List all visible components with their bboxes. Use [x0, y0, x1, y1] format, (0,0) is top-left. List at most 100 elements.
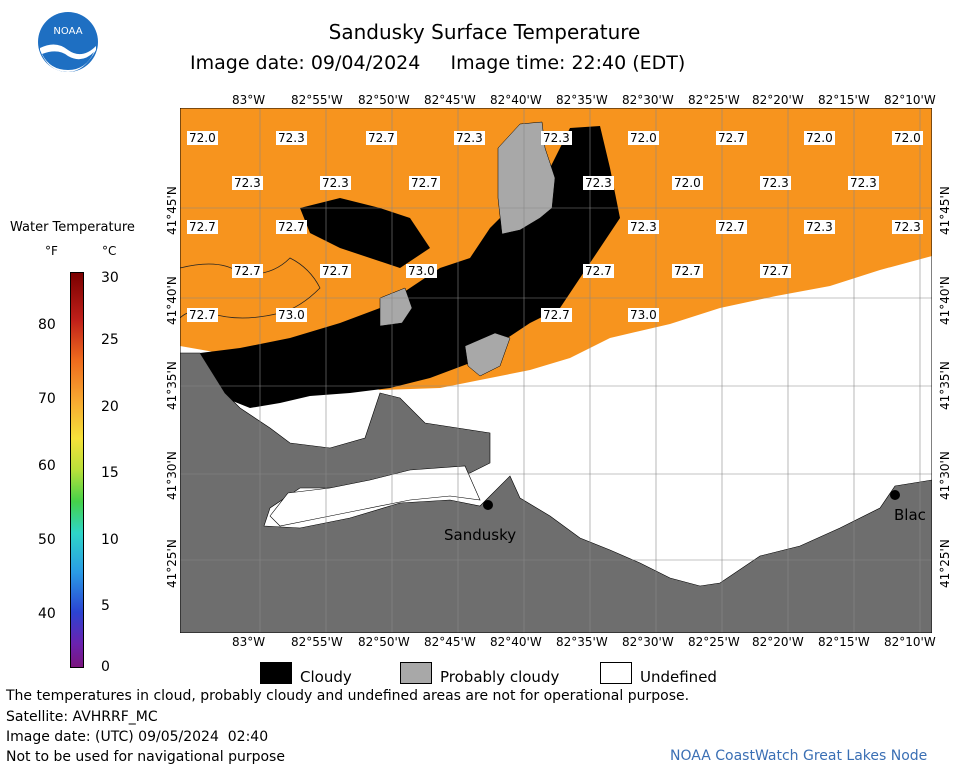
temperature-label: 72.3 [804, 220, 835, 234]
cloudy-swatch [260, 662, 292, 684]
probably-cloudy-area-3 [464, 332, 511, 377]
celsius-tick: 25 [101, 332, 119, 348]
undefined-swatch [600, 662, 632, 684]
cloud-area-north [300, 198, 430, 268]
longitude-label-top: 82°45'W [424, 93, 476, 107]
longitude-label-top: 82°20'W [752, 93, 804, 107]
place-sandusky: Sandusky [444, 526, 517, 544]
temperature-label: 72.3 [628, 220, 659, 234]
temperature-label: 72.7 [409, 176, 440, 190]
celsius-tick: 30 [101, 270, 119, 286]
celsius-tick: 15 [101, 465, 119, 481]
place-blac: Blac [894, 506, 926, 524]
page-title: Sandusky Surface Temperature [328, 20, 641, 44]
latitude-label-left: 41°30'N [165, 451, 179, 500]
longitude-label-top: 82°25'W [688, 93, 740, 107]
temperature-label: 72.0 [892, 131, 923, 145]
fahrenheit-tick: 70 [38, 391, 56, 407]
image-date-time: Image date: 09/04/2024 Image time: 22:40… [190, 52, 810, 74]
latitude-label-left: 41°25'N [165, 539, 179, 588]
longitude-label-bottom: 82°55'W [291, 635, 343, 649]
temperature-label: 72.0 [628, 131, 659, 145]
noaa-logo-text: NOAA [53, 26, 82, 37]
cloudy-label: Cloudy [300, 668, 352, 686]
longitude-label-top: 82°10'W [884, 93, 936, 107]
latitude-label-right: 41°30'N [938, 451, 952, 500]
temperature-label: 72.3 [760, 176, 791, 190]
latitude-label-right: 41°25'N [938, 539, 952, 588]
longitude-label-bottom: 82°15'W [818, 635, 870, 649]
credit: NOAA CoastWatch Great Lakes Node [670, 748, 928, 764]
temperature-label: 72.7 [672, 264, 703, 278]
temperature-label: 73.0 [406, 264, 437, 278]
celsius-tick: 10 [101, 532, 119, 548]
image-time: Image time: 22:40 (EDT) [450, 52, 686, 74]
temperature-label: 72.7 [276, 220, 307, 234]
longitude-label-top: 82°30'W [622, 93, 674, 107]
longitude-label-top: 82°55'W [291, 93, 343, 107]
longitude-label-bottom: 82°40'W [490, 635, 542, 649]
latitude-label-right: 41°35'N [938, 361, 952, 410]
temperature-label: 72.7 [541, 308, 572, 322]
longitude-label-top: 82°15'W [818, 93, 870, 107]
navigation-note: Not to be used for navigational purpose [6, 749, 285, 765]
temperature-label: 72.3 [232, 176, 263, 190]
temperature-label: 72.3 [848, 176, 879, 190]
blac-dot [890, 490, 900, 500]
temperature-label: 72.7 [760, 264, 791, 278]
temperature-label: 73.0 [276, 308, 307, 322]
temperature-label: 72.3 [892, 220, 923, 234]
utc-date: Image date: (UTC) 09/05/2024 02:40 [6, 729, 269, 745]
longitude-label-top: 82°50'W [358, 93, 410, 107]
latitude-label-left: 41°45'N [165, 186, 179, 235]
temperature-label: 72.7 [583, 264, 614, 278]
temperature-label: 72.7 [187, 308, 218, 322]
temperature-map [180, 108, 932, 633]
longitude-label-top: 82°40'W [490, 93, 542, 107]
temperature-label: 72.3 [541, 131, 572, 145]
temperature-label: 72.7 [232, 264, 263, 278]
longitude-label-bottom: 82°10'W [884, 635, 936, 649]
longitude-label-bottom: 82°45'W [424, 635, 476, 649]
graticule [180, 108, 932, 633]
temperature-label: 72.0 [804, 131, 835, 145]
celsius-tick: 5 [101, 598, 110, 614]
temperature-label: 72.7 [320, 264, 351, 278]
probably-cloudy-label: Probably cloudy [440, 668, 560, 686]
temperature-label: 72.3 [454, 131, 485, 145]
temperature-label: 72.7 [716, 220, 747, 234]
longitude-label-top: 83°W [232, 93, 266, 107]
temperature-label: 72.3 [320, 176, 351, 190]
longitude-label-bottom: 82°20'W [752, 635, 804, 649]
land-area [180, 352, 932, 633]
temperature-label: 72.7 [716, 131, 747, 145]
image-date: Image date: 09/04/2024 [190, 52, 421, 74]
latitude-label-right: 41°40'N [938, 276, 952, 325]
undefined-label: Undefined [640, 668, 717, 686]
cloud-area [200, 126, 620, 408]
satellite: Satellite: AVHRRF_MC [6, 709, 158, 725]
longitude-label-bottom: 83°W [232, 635, 266, 649]
disclaimer: The temperatures in cloud, probably clou… [6, 688, 690, 704]
latitude-label-left: 41°40'N [165, 276, 179, 325]
map-key: Cloudy Probably cloudy Undefined [260, 662, 730, 688]
probably-cloudy-area-2 [379, 287, 413, 327]
fahrenheit-tick: 80 [38, 317, 56, 333]
latitude-label-left: 41°35'N [165, 361, 179, 410]
noaa-logo: NOAA [38, 12, 98, 72]
longitude-label-bottom: 82°50'W [358, 635, 410, 649]
temperature-label: 72.0 [187, 131, 218, 145]
temperature-label: 72.7 [366, 131, 397, 145]
temperature-label: 72.0 [672, 176, 703, 190]
temperature-label: 72.3 [276, 131, 307, 145]
unit-celsius: °C [102, 244, 117, 258]
legend-title: Water Temperature [10, 220, 135, 235]
longitude-label-bottom: 82°35'W [556, 635, 608, 649]
temperature-label: 72.3 [583, 176, 614, 190]
longitude-label-top: 82°35'W [556, 93, 608, 107]
latitude-label-right: 41°45'N [938, 186, 952, 235]
longitude-label-bottom: 82°30'W [622, 635, 674, 649]
fahrenheit-tick: 40 [38, 606, 56, 622]
fahrenheit-tick: 50 [38, 532, 56, 548]
longitude-label-bottom: 82°25'W [688, 635, 740, 649]
